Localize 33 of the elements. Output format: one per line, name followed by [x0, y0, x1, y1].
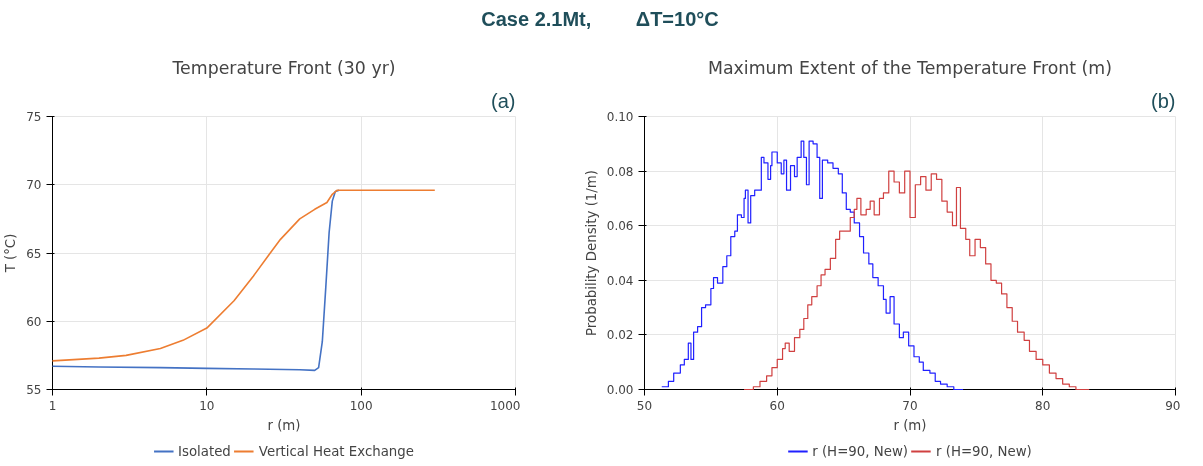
chart-title: Maximum Extent of the Temperature Front (m) — [708, 57, 1112, 78]
y-tick-label: 60 — [26, 314, 42, 329]
y-tick-label: 0.00 — [606, 383, 634, 397]
legend-label: r (H=90, New) — [812, 443, 908, 459]
x-tick-label: 80 — [1035, 398, 1051, 413]
y-tick-label: 0.02 — [606, 328, 634, 343]
x-tick-label: 90 — [1165, 398, 1181, 413]
legend-label: Vertical Heat Exchange — [258, 443, 414, 459]
x-tick-label: 10 — [199, 398, 215, 413]
y-tick-label: 70 — [26, 178, 42, 193]
y-tick-label: 55 — [26, 383, 42, 397]
x-tick-label: 70 — [902, 398, 918, 413]
text: (a) — [491, 89, 516, 112]
x-tick-label: 100 — [349, 398, 373, 413]
x-axis-title: r (m) — [893, 417, 927, 433]
y-tick-label: 0.08 — [606, 164, 634, 179]
y-axis-title: T (°C) — [3, 233, 19, 274]
y-tick-label: 0.10 — [606, 110, 634, 124]
text: Case 2.1Mt, ΔT=10°C — [481, 7, 719, 32]
y-tick-label: 0.06 — [606, 219, 634, 234]
x-tick-label: 1 — [48, 398, 57, 413]
y-tick-label: 0.04 — [606, 273, 634, 288]
legend-label: Isolated — [178, 443, 231, 459]
x-tick-label: 60 — [769, 398, 785, 413]
x-axis-title: r (m) — [267, 417, 301, 433]
y-tick-label: 65 — [26, 246, 42, 261]
x-tick-label: 50 — [636, 398, 653, 413]
legend-label: r (H=90, New) — [936, 443, 1032, 459]
y-axis-title: Probability Density (1/m) — [583, 170, 599, 336]
text: (b) — [1151, 89, 1176, 112]
y-tick-label: 75 — [26, 110, 42, 124]
x-tick-label: 1000 — [489, 398, 521, 413]
chart-title: Temperature Front (30 yr) — [171, 57, 396, 78]
